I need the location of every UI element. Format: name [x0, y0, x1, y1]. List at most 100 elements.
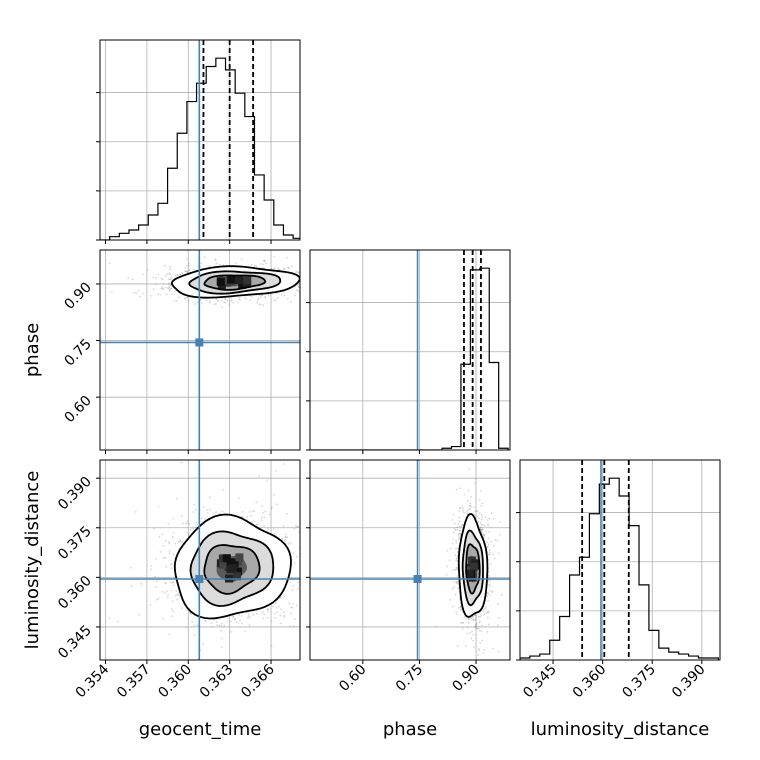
- sample-point: [208, 496, 211, 499]
- sample-point: [304, 265, 306, 267]
- sample-point: [181, 271, 183, 274]
- sample-point: [274, 602, 277, 605]
- sample-point: [469, 504, 472, 507]
- sample-point: [187, 262, 190, 265]
- sample-point: [479, 490, 482, 492]
- x-tick-label: 0.363: [197, 662, 237, 702]
- sample-point: [276, 503, 278, 506]
- sample-point: [267, 608, 269, 611]
- sample-point: [214, 258, 217, 261]
- sample-point: [238, 296, 241, 299]
- sample-point: [244, 630, 246, 633]
- histogram-bar: [560, 617, 570, 660]
- histogram-bar: [254, 175, 264, 240]
- histogram-bar: [264, 200, 274, 240]
- sample-point: [466, 509, 469, 512]
- sample-point: [486, 631, 489, 633]
- sample-point: [283, 611, 285, 614]
- sample-point: [262, 263, 264, 266]
- sample-point: [164, 581, 167, 584]
- sample-point: [248, 511, 251, 513]
- sample-point: [295, 271, 297, 273]
- sample-point: [180, 607, 183, 609]
- histogram-bar: [129, 230, 139, 240]
- y-tick-label: 0.75: [61, 336, 94, 369]
- sample-point: [451, 569, 454, 572]
- sample-point: [311, 259, 313, 261]
- histogram-bar: [629, 526, 639, 660]
- sample-point: [478, 649, 481, 652]
- density-core: [216, 275, 252, 290]
- sample-point: [266, 617, 269, 619]
- sample-point: [146, 269, 149, 272]
- sample-point: [157, 293, 159, 295]
- sample-point: [455, 611, 458, 613]
- sample-point: [348, 286, 350, 288]
- sample-point: [175, 300, 178, 302]
- sample-point: [170, 287, 173, 289]
- sample-point: [232, 301, 235, 304]
- sample-point: [149, 603, 152, 606]
- histogram-bar: [609, 478, 619, 660]
- sample-point: [250, 515, 253, 517]
- sample-point: [215, 303, 218, 305]
- sample-point: [236, 300, 239, 303]
- sample-point: [272, 528, 275, 530]
- sample-point: [475, 619, 477, 621]
- sample-point: [161, 533, 164, 536]
- density-core: [216, 553, 244, 583]
- histogram-bar: [119, 233, 129, 240]
- sample-point: [164, 539, 167, 542]
- x-tick-label: 0.360: [155, 662, 195, 702]
- sample-point: [487, 610, 489, 613]
- sample-point: [307, 543, 309, 545]
- sample-point: [204, 619, 207, 622]
- sample-point: [140, 582, 143, 585]
- sample-point: [171, 608, 173, 611]
- sample-point: [312, 283, 314, 285]
- sample-point: [176, 598, 179, 601]
- sample-point: [287, 298, 289, 300]
- sample-point: [297, 271, 299, 274]
- sample-point: [235, 620, 238, 623]
- sample-point: [289, 300, 292, 303]
- sample-point: [273, 493, 276, 496]
- sample-point: [179, 274, 182, 276]
- panel-border: [519, 459, 721, 661]
- sample-point: [168, 272, 171, 275]
- sample-point: [252, 613, 255, 616]
- sample-point: [188, 523, 191, 525]
- sample-point: [304, 275, 306, 277]
- sample-point: [246, 616, 249, 619]
- sample-point: [460, 525, 463, 527]
- sample-point: [461, 622, 464, 624]
- sample-point: [258, 303, 261, 306]
- sample-point: [338, 266, 340, 268]
- x-tick-label: 0.360: [570, 662, 610, 702]
- sample-point: [473, 646, 475, 648]
- sample-point: [169, 273, 172, 276]
- sample-point: [208, 264, 211, 267]
- density-cell: [233, 572, 242, 581]
- sample-point: [280, 622, 282, 625]
- sample-point: [255, 612, 258, 615]
- sample-point: [193, 634, 196, 637]
- density-cell: [226, 565, 235, 574]
- sample-point: [487, 543, 490, 546]
- sample-point: [222, 488, 224, 491]
- sample-point: [177, 274, 180, 276]
- histogram-bar: [649, 630, 659, 660]
- sample-point: [293, 562, 296, 565]
- sample-point: [489, 594, 491, 596]
- histogram-bar: [489, 363, 498, 450]
- histogram-bar: [589, 514, 599, 660]
- sample-point: [274, 299, 277, 301]
- sample-point: [452, 531, 455, 534]
- sample-point: [168, 287, 171, 289]
- sample-point: [220, 637, 223, 640]
- sample-point: [261, 294, 264, 297]
- contour-line: [188, 270, 282, 295]
- sample-point: [306, 547, 308, 549]
- sample-point: [170, 589, 173, 592]
- histogram-phase: [306, 249, 511, 454]
